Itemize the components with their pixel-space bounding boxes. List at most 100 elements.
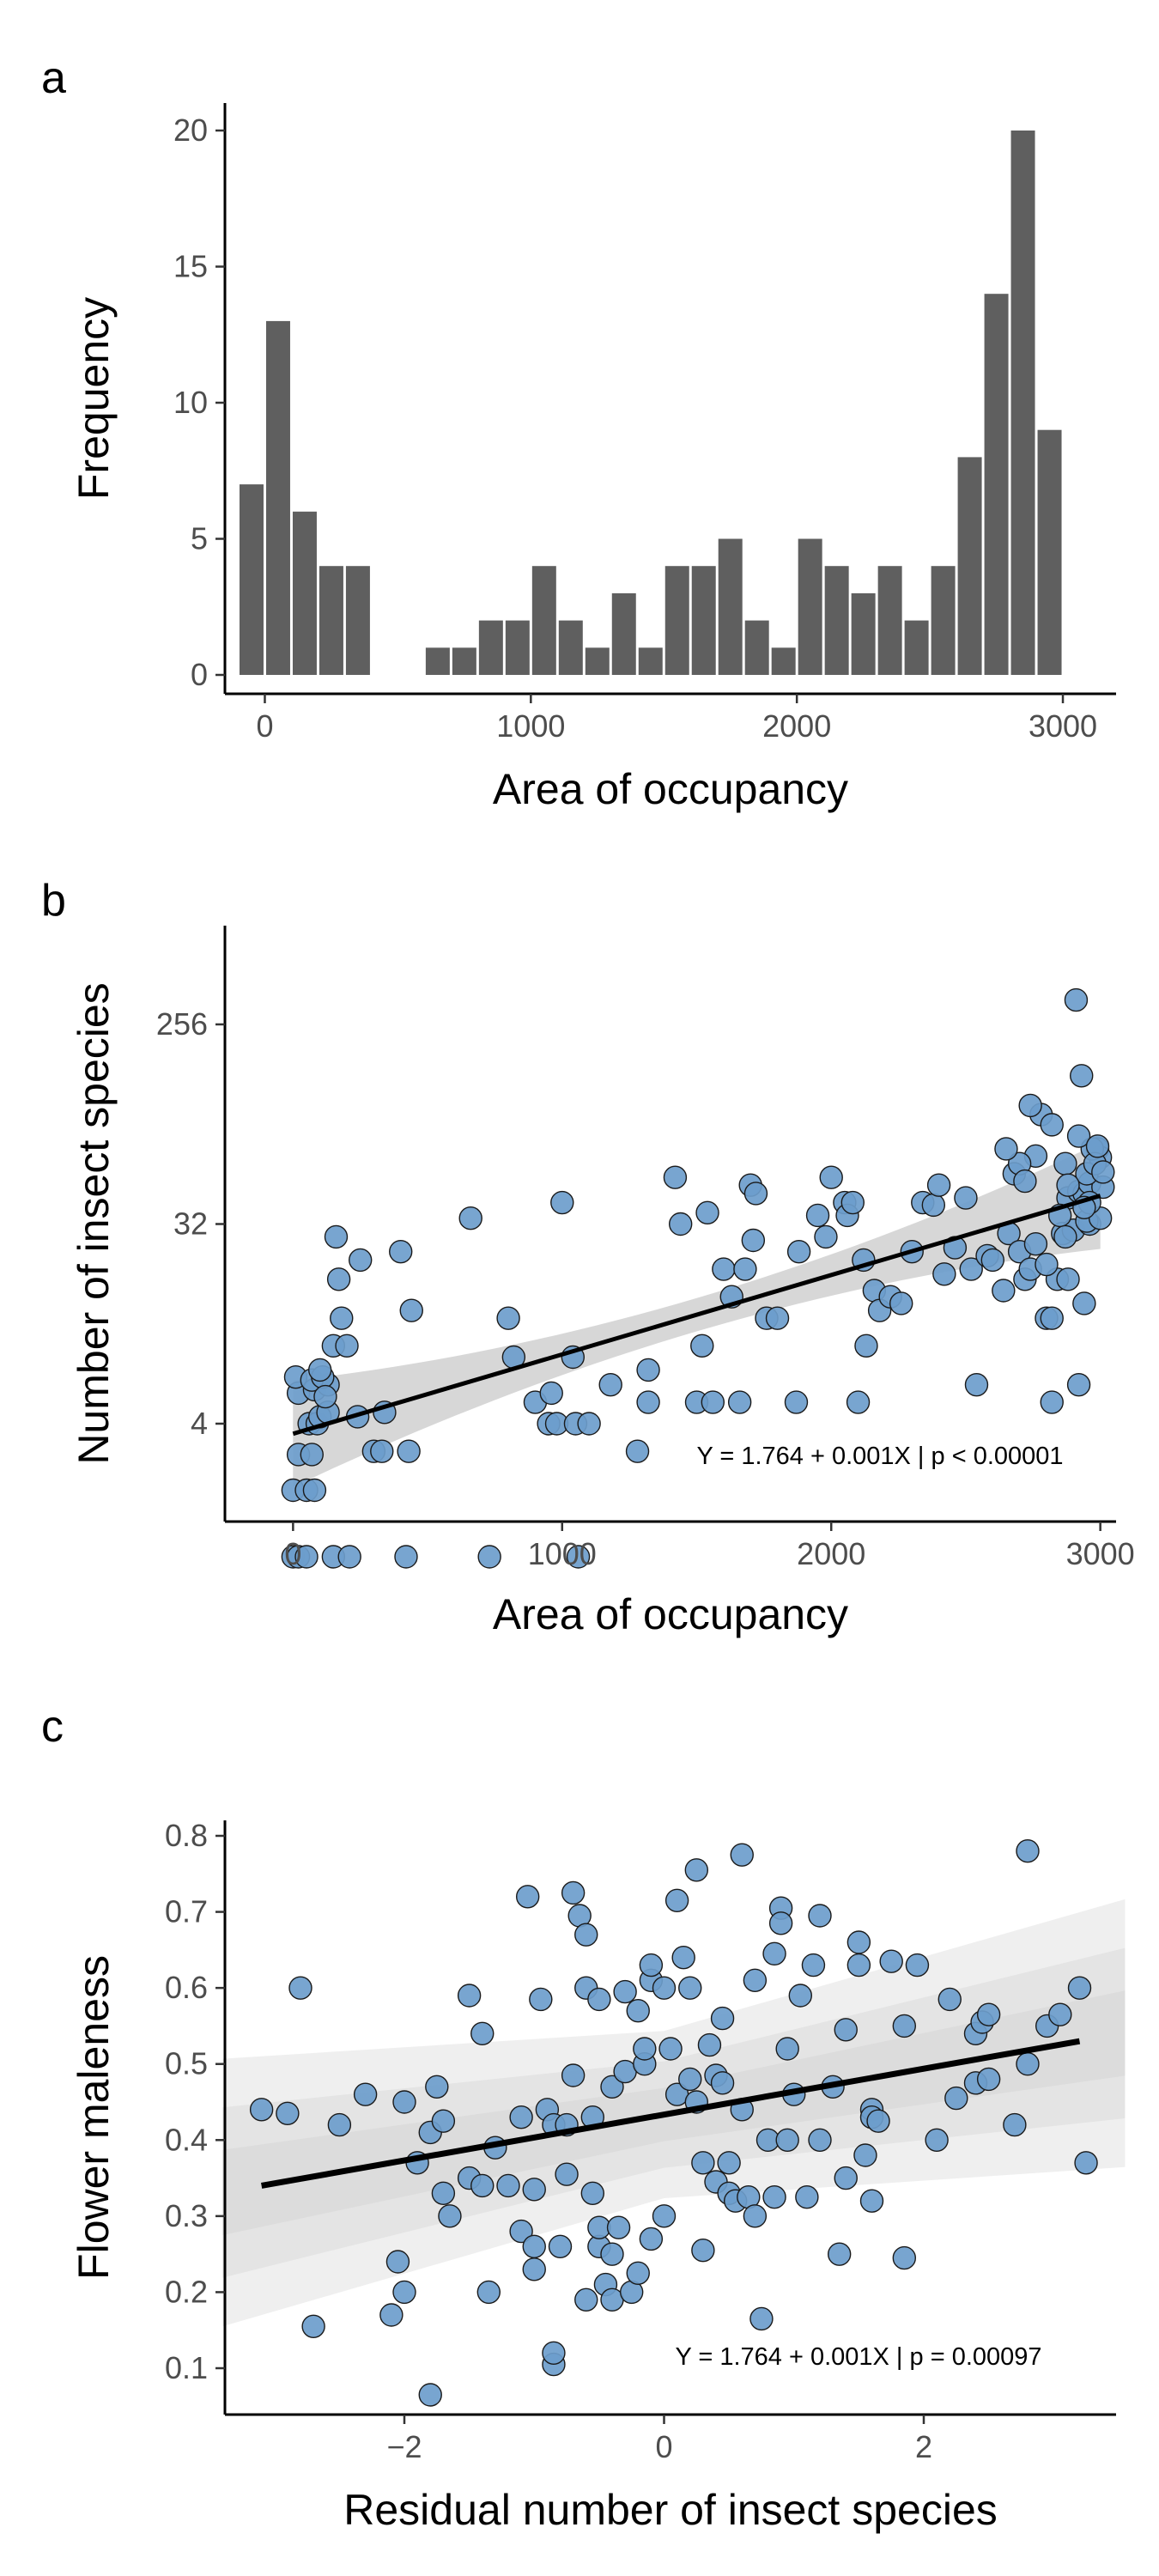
data-point xyxy=(515,1885,540,1909)
data-point xyxy=(1056,1173,1080,1197)
panel-a-y-label: Frequency xyxy=(70,297,118,500)
data-point xyxy=(690,1334,714,1358)
data-point xyxy=(964,1372,989,1397)
y-tick-label: 0.7 xyxy=(165,1894,208,1929)
data-point xyxy=(976,2067,1001,2092)
data-point xyxy=(658,2037,683,2061)
data-point xyxy=(994,1137,1018,1161)
y-tick-label: 4 xyxy=(191,1406,208,1441)
data-point xyxy=(1067,1976,1092,2000)
panel-a: a 0 1000 2000 3000 0 5 10 15 20 Area of occupanc… xyxy=(41,53,1116,813)
data-point xyxy=(353,2082,378,2106)
data-point xyxy=(399,1298,423,1322)
data-point xyxy=(691,2239,715,2263)
data-point xyxy=(301,2314,325,2338)
data-point xyxy=(691,2151,715,2175)
data-point xyxy=(379,2303,404,2327)
data-point xyxy=(954,1186,978,1210)
data-point xyxy=(509,2219,533,2244)
histogram-bar xyxy=(824,566,849,675)
data-point xyxy=(539,1381,563,1406)
histogram-bar xyxy=(798,538,822,675)
data-point xyxy=(846,1930,871,1954)
x-tick-label: 2000 xyxy=(762,708,831,744)
panel-b-label: b xyxy=(41,876,66,926)
data-point xyxy=(805,1203,830,1228)
data-point xyxy=(671,1946,695,1970)
data-point xyxy=(921,1193,946,1218)
data-point xyxy=(470,2021,495,2045)
data-point xyxy=(509,2105,533,2129)
data-point xyxy=(639,2227,664,2251)
panel-b: b 0 1000 2000 3000 4 32 256 Y = 1.764 + 0.001X… xyxy=(41,876,1135,1638)
data-point xyxy=(697,2032,722,2057)
data-point xyxy=(548,2234,573,2258)
data-point xyxy=(431,2181,456,2205)
data-point xyxy=(626,1999,650,2023)
y-tick-label: 5 xyxy=(191,521,208,556)
data-point xyxy=(749,2306,774,2331)
data-point xyxy=(663,1165,688,1189)
y-tick-label: 0 xyxy=(191,657,208,692)
panel-c-label: c xyxy=(41,1702,64,1752)
data-point xyxy=(330,1306,354,1330)
data-point xyxy=(1016,2052,1040,2076)
data-point xyxy=(600,2075,624,2099)
data-point xyxy=(606,2215,631,2239)
data-point xyxy=(636,1390,660,1414)
histogram-bar xyxy=(585,647,610,675)
y-tick-label: 0.1 xyxy=(165,2350,208,2385)
data-point xyxy=(733,1257,757,1281)
data-point xyxy=(840,1190,865,1215)
data-point xyxy=(1074,2151,1098,2175)
x-tick-label: 0 xyxy=(256,708,273,744)
panel-a-x-label: Area of occupancy xyxy=(493,765,848,813)
data-point xyxy=(307,1358,332,1382)
data-point xyxy=(664,1888,689,1912)
data-point xyxy=(762,2185,786,2209)
data-point xyxy=(795,2185,819,2209)
data-point xyxy=(496,1306,520,1330)
x-tick-label: 1000 xyxy=(528,1536,597,1571)
histogram-bar xyxy=(664,566,689,675)
data-point xyxy=(418,2383,442,2407)
data-point xyxy=(477,1545,501,1569)
data-point xyxy=(1072,1291,1096,1315)
data-point xyxy=(727,1390,752,1414)
data-point xyxy=(717,2151,741,2175)
data-point xyxy=(768,1911,793,1935)
data-point xyxy=(788,1984,813,2008)
data-point xyxy=(905,1953,930,1978)
data-point xyxy=(300,1443,324,1467)
histogram-bar xyxy=(877,566,902,675)
data-point xyxy=(1085,1134,1110,1158)
histogram-bar xyxy=(452,647,476,675)
histogram-bar xyxy=(531,566,556,675)
panel-c: c −2 0 2 0.1 0.2 0.3 0.4 0.5 0.6 0.7 0.8 Y = 1.764… xyxy=(41,1702,1126,2534)
data-point xyxy=(775,2128,799,2152)
data-point xyxy=(598,1372,622,1397)
data-point xyxy=(889,1291,913,1315)
data-point xyxy=(613,1979,637,2004)
data-point xyxy=(522,2234,546,2258)
data-point xyxy=(892,2014,917,2038)
y-tick-label: 0.3 xyxy=(165,2198,208,2233)
data-point xyxy=(324,1224,349,1249)
data-point xyxy=(846,1390,871,1414)
histogram-bar xyxy=(904,620,929,675)
data-point xyxy=(814,1224,838,1249)
panel-a-ticks: 0 1000 2000 3000 0 5 10 15 20 xyxy=(173,112,1097,744)
histogram-bar xyxy=(931,566,956,675)
data-point xyxy=(668,1212,693,1236)
data-point xyxy=(577,1412,601,1436)
histogram-bar xyxy=(771,647,796,675)
histogram-bar xyxy=(718,538,743,675)
data-point xyxy=(600,2242,624,2266)
histogram-bar xyxy=(691,566,716,675)
x-tick-label: 0 xyxy=(655,2429,672,2464)
data-point xyxy=(496,2173,520,2198)
data-point xyxy=(1048,2002,1072,2026)
data-point xyxy=(846,1953,871,1978)
y-tick-label: 15 xyxy=(173,249,208,284)
data-point xyxy=(743,1182,768,1206)
